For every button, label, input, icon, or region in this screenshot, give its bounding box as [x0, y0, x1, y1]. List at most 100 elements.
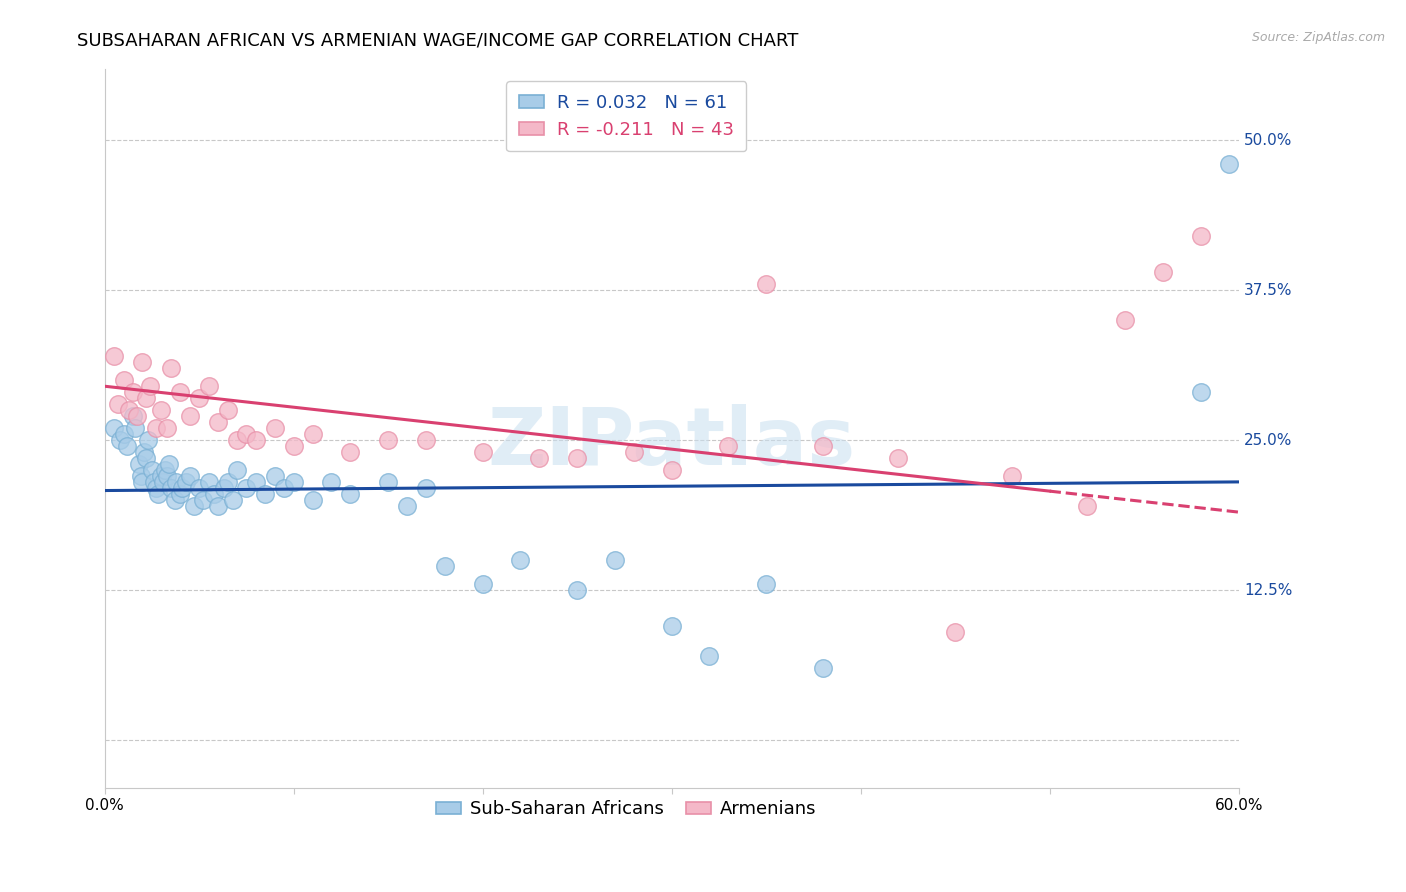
Point — [188, 481, 211, 495]
Point — [166, 475, 188, 490]
Point — [122, 385, 145, 400]
Point — [415, 433, 437, 447]
Point — [135, 391, 157, 405]
Point — [321, 475, 343, 490]
Text: 37.5%: 37.5% — [1244, 283, 1292, 298]
Point — [245, 475, 267, 490]
Point — [254, 487, 277, 501]
Point — [377, 475, 399, 490]
Point — [565, 582, 588, 597]
Point — [811, 661, 834, 675]
Text: 12.5%: 12.5% — [1244, 582, 1292, 598]
Point — [661, 463, 683, 477]
Point — [887, 451, 910, 466]
Point — [699, 648, 721, 663]
Point — [124, 421, 146, 435]
Point — [377, 433, 399, 447]
Point — [174, 475, 197, 490]
Point — [301, 427, 323, 442]
Text: ZIPatlas: ZIPatlas — [488, 403, 856, 482]
Point — [179, 409, 201, 424]
Point — [122, 409, 145, 424]
Point — [117, 439, 139, 453]
Point — [197, 379, 219, 393]
Point — [1076, 499, 1098, 513]
Point — [222, 493, 245, 508]
Point — [415, 481, 437, 495]
Point — [125, 409, 148, 424]
Text: 50.0%: 50.0% — [1244, 133, 1292, 148]
Point — [396, 499, 419, 513]
Point — [1114, 313, 1136, 327]
Point — [212, 481, 235, 495]
Point — [1218, 157, 1240, 171]
Point — [141, 463, 163, 477]
Point — [197, 475, 219, 490]
Point — [145, 421, 167, 435]
Point — [755, 577, 778, 591]
Point — [283, 439, 305, 453]
Point — [131, 475, 153, 490]
Point — [263, 421, 285, 435]
Point — [134, 445, 156, 459]
Point — [717, 439, 740, 453]
Point — [146, 487, 169, 501]
Point — [139, 379, 162, 393]
Point — [207, 415, 229, 429]
Point — [112, 373, 135, 387]
Point — [103, 421, 125, 435]
Point — [152, 475, 174, 490]
Point — [150, 469, 173, 483]
Point — [226, 463, 249, 477]
Text: 25.0%: 25.0% — [1244, 433, 1292, 448]
Point — [661, 619, 683, 633]
Point — [108, 433, 131, 447]
Point — [471, 445, 494, 459]
Point — [183, 499, 205, 513]
Point — [509, 553, 531, 567]
Point — [1152, 265, 1174, 279]
Point — [202, 487, 225, 501]
Point — [529, 451, 551, 466]
Point — [136, 433, 159, 447]
Point — [943, 625, 966, 640]
Point — [107, 397, 129, 411]
Point — [283, 475, 305, 490]
Point — [1189, 229, 1212, 244]
Point — [565, 451, 588, 466]
Point — [226, 433, 249, 447]
Point — [235, 427, 257, 442]
Point — [623, 445, 645, 459]
Point — [263, 469, 285, 483]
Point — [217, 403, 239, 417]
Point — [172, 481, 194, 495]
Point — [301, 493, 323, 508]
Point — [179, 469, 201, 483]
Point — [339, 445, 361, 459]
Point — [235, 481, 257, 495]
Point — [129, 469, 152, 483]
Point — [153, 463, 176, 477]
Point — [603, 553, 626, 567]
Point — [118, 403, 141, 417]
Text: SUBSAHARAN AFRICAN VS ARMENIAN WAGE/INCOME GAP CORRELATION CHART: SUBSAHARAN AFRICAN VS ARMENIAN WAGE/INCO… — [77, 31, 799, 49]
Point — [191, 493, 214, 508]
Point — [169, 385, 191, 400]
Point — [273, 481, 295, 495]
Legend: Sub-Saharan Africans, Armenians: Sub-Saharan Africans, Armenians — [429, 793, 824, 826]
Point — [131, 355, 153, 369]
Point — [150, 403, 173, 417]
Point — [433, 559, 456, 574]
Point — [811, 439, 834, 453]
Point — [156, 469, 179, 483]
Point — [112, 427, 135, 442]
Point — [157, 457, 180, 471]
Point — [163, 493, 186, 508]
Point — [169, 487, 191, 501]
Point — [145, 481, 167, 495]
Point — [339, 487, 361, 501]
Point — [1001, 469, 1024, 483]
Point — [159, 361, 181, 376]
Point — [156, 421, 179, 435]
Point — [471, 577, 494, 591]
